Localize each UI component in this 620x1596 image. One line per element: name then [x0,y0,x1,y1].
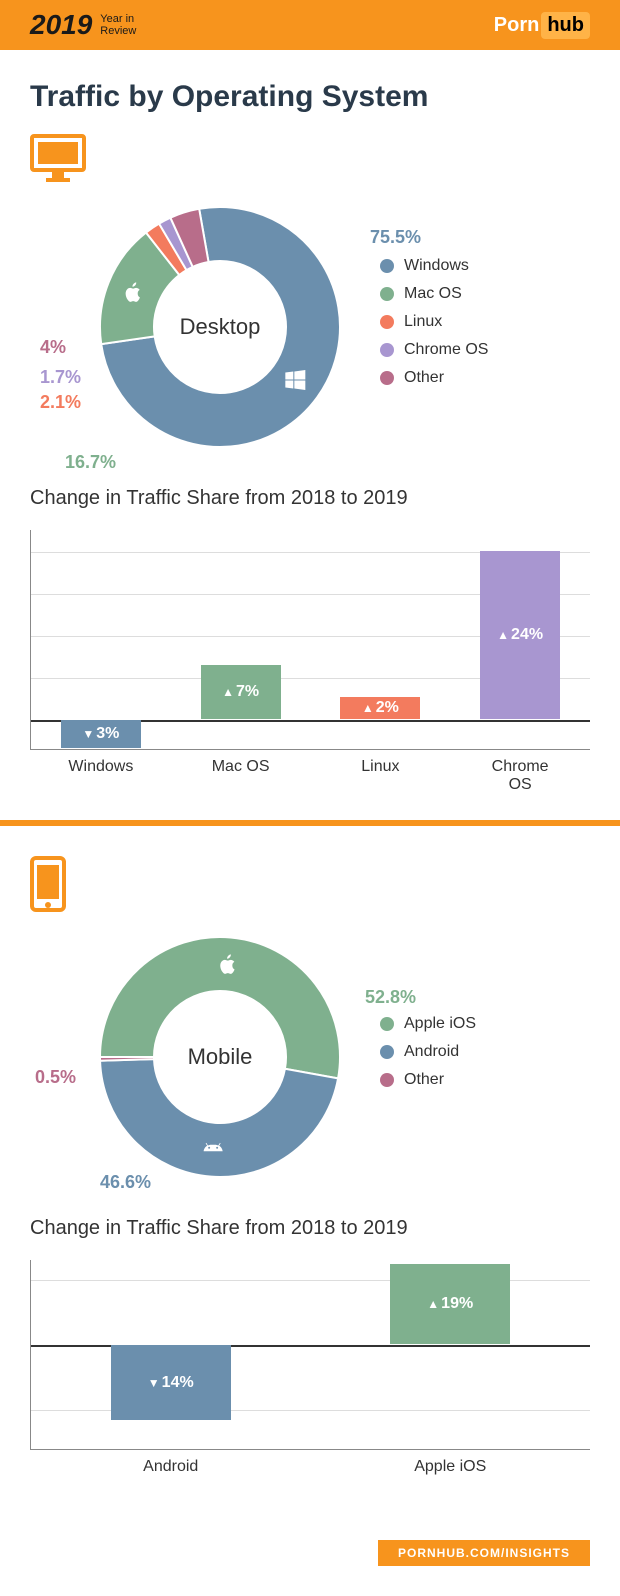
legend-dot [380,259,394,273]
legend-dot [380,1073,394,1087]
desktop-donut-section: Desktop 75.5%16.7%2.1%1.7%4% Windows Mac … [30,197,590,457]
bar-label: Linux [340,758,420,794]
legend-label: Other [404,1071,444,1089]
bar: ▲2% [340,697,420,719]
bar-label: Android [111,1458,231,1476]
header-bar: 2019 Year in Review Porn hub [0,0,620,50]
legend-dot [380,287,394,301]
bar-value: ▲24% [497,626,543,644]
section-divider [0,820,620,826]
bar: ▼14% [111,1345,231,1420]
pct-label: 46.6% [100,1172,151,1193]
desktop-legend: Windows Mac OS Linux Chrome OS Other [380,257,488,397]
bar-label: Chrome OS [480,758,560,794]
footer-link: PORNHUB.COM/INSIGHTS [378,1540,590,1566]
mobile-change-title: Change in Traffic Share from 2018 to 201… [30,1217,590,1240]
bar-value: ▲19% [427,1295,473,1313]
bar-label: Apple iOS [390,1458,510,1476]
legend-dot [380,1045,394,1059]
legend-label: Chrome OS [404,341,488,359]
desktop-change-title: Change in Traffic Share from 2018 to 201… [30,487,590,510]
year-number: 2019 [30,9,92,41]
legend-item: Chrome OS [380,341,488,359]
legend-item: Windows [380,257,488,275]
legend-item: Linux [380,313,488,331]
pct-label: 75.5% [370,227,421,248]
legend-item: Other [380,1071,476,1089]
main-title: Traffic by Operating System [30,80,590,114]
legend-item: Apple iOS [380,1015,476,1033]
legend-label: Windows [404,257,469,275]
legend-label: Apple iOS [404,1015,476,1033]
mobile-bar-chart: ▼14% ▲19% Android Apple iOS [30,1260,590,1490]
bar: ▲19% [390,1264,510,1344]
pct-label: 52.8% [365,987,416,1008]
infographic-container: 2019 Year in Review Porn hub Traffic by … [0,0,620,1596]
mobile-donut: Mobile 52.8%46.6%0.5% [90,927,350,1187]
mobile-donut-section: Mobile 52.8%46.6%0.5% Apple iOS Android Ot… [30,927,590,1187]
legend-dot [380,315,394,329]
bar-column: ▲2% [340,530,420,749]
content-area: Traffic by Operating System Desktop 75.5… [0,50,620,1596]
legend-dot [380,1017,394,1031]
year-tagline: Year in Review [100,13,136,37]
bar-label: Windows [61,758,141,794]
bar: ▼3% [61,720,141,748]
legend-label: Linux [404,313,442,331]
legend-dot [380,343,394,357]
brand-logo: Porn hub [494,12,590,39]
bar: ▲24% [480,551,560,719]
bar-value: ▲7% [222,683,259,701]
mobile-icon [30,856,66,917]
legend-dot [380,371,394,385]
pct-label: 0.5% [35,1067,76,1088]
brand-right: hub [541,12,590,39]
bar-value: ▼3% [82,725,119,743]
pct-label: 1.7% [40,367,81,388]
mobile-donut-center-label: Mobile [188,1044,253,1070]
donut-slice [100,1057,154,1061]
legend-label: Android [404,1043,459,1061]
bar-column: ▲24% [480,530,560,749]
legend-item: Mac OS [380,285,488,303]
mobile-legend: Apple iOS Android Other [380,1015,476,1099]
pct-label: 2.1% [40,392,81,413]
bar-column: ▼14% [111,1260,231,1449]
legend-item: Other [380,369,488,387]
legend-item: Android [380,1043,476,1061]
footer-wrap: PORNHUB.COM/INSIGHTS [30,1520,590,1566]
desktop-bar-chart: ▼3%▲7%▲2%▲24% WindowsMac OSLinuxChrome O… [30,530,590,790]
legend-label: Mac OS [404,285,462,303]
desktop-donut: Desktop 75.5%16.7%2.1%1.7%4% [90,197,350,457]
desktop-icon [30,134,86,187]
bar-column: ▲19% [390,1260,510,1449]
bar-column: ▼3% [61,530,141,749]
bar-label: Mac OS [201,758,281,794]
bar-value: ▼14% [148,1374,194,1392]
bar: ▲7% [201,665,281,719]
year-block: 2019 Year in Review [30,9,136,41]
pct-label: 16.7% [65,452,116,473]
brand-left: Porn [494,14,540,37]
legend-label: Other [404,369,444,387]
bar-value: ▲2% [362,699,399,717]
bar-column: ▲7% [201,530,281,749]
pct-label: 4% [40,337,66,358]
desktop-donut-center-label: Desktop [180,314,261,340]
donut-slice [100,1059,338,1177]
